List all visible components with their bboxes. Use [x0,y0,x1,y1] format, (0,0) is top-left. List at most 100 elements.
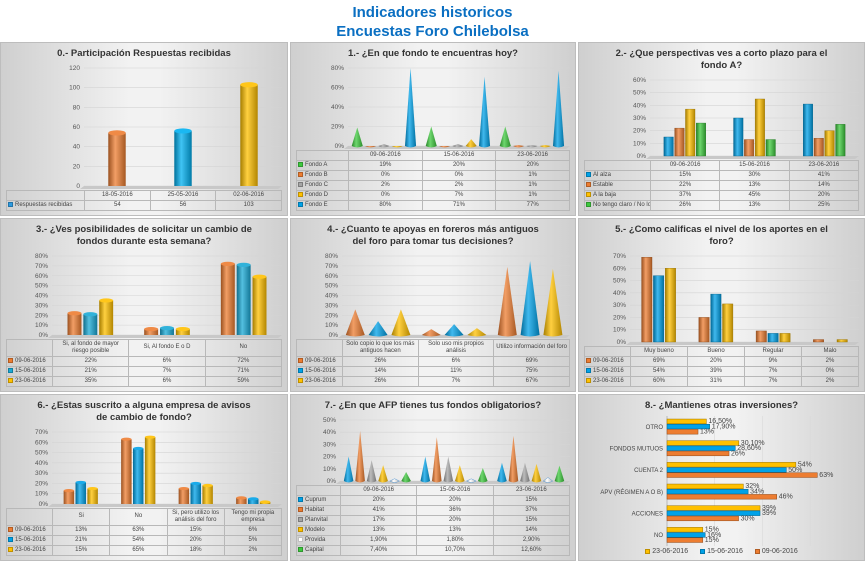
cone-mark [467,328,487,337]
data-table: Si No Si, pero utilizo los análisis del fo… [6,507,283,557]
cone-mark [425,126,437,148]
series-name: 15-06-2016 [15,367,46,374]
bar [803,103,813,157]
bar [744,139,755,157]
cylinder-top [75,480,86,484]
table-cell: 20% [416,514,494,526]
table-cell: 6% [128,375,206,388]
y-tick-label: 40% [325,293,338,300]
chart-plot: 0% 10% 20% 30% 40% 50% 60% 70% [613,253,859,346]
cylinder-top [108,130,126,136]
cylinder-top [175,326,190,332]
legend-swatch [298,516,303,522]
legend-swatch [586,377,591,383]
table-cell: 35% [51,375,130,388]
table-cell: 71% [204,365,283,377]
legend-swatch [8,526,13,532]
y-tick-label: 30% [613,302,626,309]
y-tick-label: 20% [35,312,48,319]
cylinder-top [259,500,271,504]
bar [641,257,653,343]
chart-title: 4.- ¿Cuanto te apoyas en foreros más ant… [327,224,539,247]
cylinder-bar [75,482,86,504]
table-cell: 41% [339,504,418,516]
y-tick-label: 0% [39,501,49,508]
category-header: No [204,338,283,357]
cone-mark [455,465,465,483]
series-name: Estable [593,181,614,188]
cylinder-top [220,261,235,266]
table-row: A la baja 37% 45% 20% [584,189,860,201]
table-cell: 20% [788,189,860,201]
category-header: Regular [744,345,802,357]
table-cell: 6% [223,524,283,536]
cylinder-bar [121,439,132,504]
chart-plot: 0 20 40 60 80 100 120 [69,65,282,190]
cylinder-top [178,487,190,491]
data-table: Solo copio lo que los más antiguos hacen… [296,338,570,388]
cone-mark [452,144,464,148]
series-name: 23-06-2016 [305,378,336,384]
cylinder-top [144,435,156,439]
y-tick-label: 0% [617,339,627,346]
table-cell: 7% [421,189,497,201]
dashboard-subtitle: Encuestas Foro Chilebolsa [336,23,529,40]
y-tick-label: 60% [331,85,344,92]
chart-title: 2.- ¿Que perspectivas ves a corto plazo … [615,48,828,71]
bar [663,136,674,157]
y-tick-label: 0% [637,153,647,160]
y-tick-label: 10% [633,140,646,147]
table-cell: 54 [84,199,151,212]
cone-mark [345,309,365,337]
legend-item: 15-06-2016 [700,548,743,555]
y-tick-label: 50% [613,278,626,285]
table-cell: 15% [492,494,571,506]
y-tick-label: 40 [73,144,81,151]
legend-label: 23-06-2016 [652,548,689,555]
table-cell: 63% [109,524,168,536]
y-tick-label: 60 [73,124,81,131]
y-tick-label: 60% [633,77,646,84]
legend-swatch [8,357,13,363]
cylinder-bar [108,132,126,186]
cylinder-bar [178,488,190,504]
legend-swatch [586,191,591,197]
table-row: Provida 1,90% 1,80% 2,90% [296,534,571,546]
legend-swatch [754,548,760,554]
category-header: Muy bueno [630,345,688,357]
legend-swatch [8,367,13,373]
y-tick-label: 40% [633,102,646,109]
data-table: 18-05-2016 25-05-2016 02-06-2016 Respuestas… [6,189,282,212]
y-tick-label: 80% [331,65,344,72]
table-row: Fondo E 80% 71% 77% [296,199,570,212]
table-cell: 36% [416,504,494,516]
y-tick-label: 40% [35,293,48,300]
y-tick-label: 40% [35,460,48,467]
cone-mark [368,321,388,337]
cylinder-bar [67,313,82,335]
cone-mark [520,260,540,337]
series-name: Modelo [305,526,325,533]
series-name: 23-06-2016 [593,378,624,384]
table-cell: 7% [744,375,802,388]
bar [722,303,734,343]
series-name: A la baja [593,191,617,198]
table-cell: 15% [492,514,571,526]
category-label: OTRO [646,425,664,431]
series-name: 09-06-2016 [15,526,46,533]
cone-mark [478,467,488,483]
category-label: FONDOS MUTUOS [610,447,663,453]
category-header: Tengo mi propia empresa [223,507,283,526]
table-row: Respuestas recibidas 54 56 103 [6,199,282,212]
y-tick-label: 30% [633,115,646,122]
category-header: Bueno [687,345,745,357]
table-cell: 9% [744,355,802,367]
cylinder-bar [248,498,259,504]
bar [666,488,749,495]
category-header: 02-06-2016 [215,189,282,201]
table-cell: 1,80% [416,534,494,546]
y-tick-label: 20% [323,454,336,461]
category-header: 23-06-2016 [492,484,571,496]
y-tick-label: 70% [325,263,338,270]
y-tick-label: 40% [323,429,336,436]
